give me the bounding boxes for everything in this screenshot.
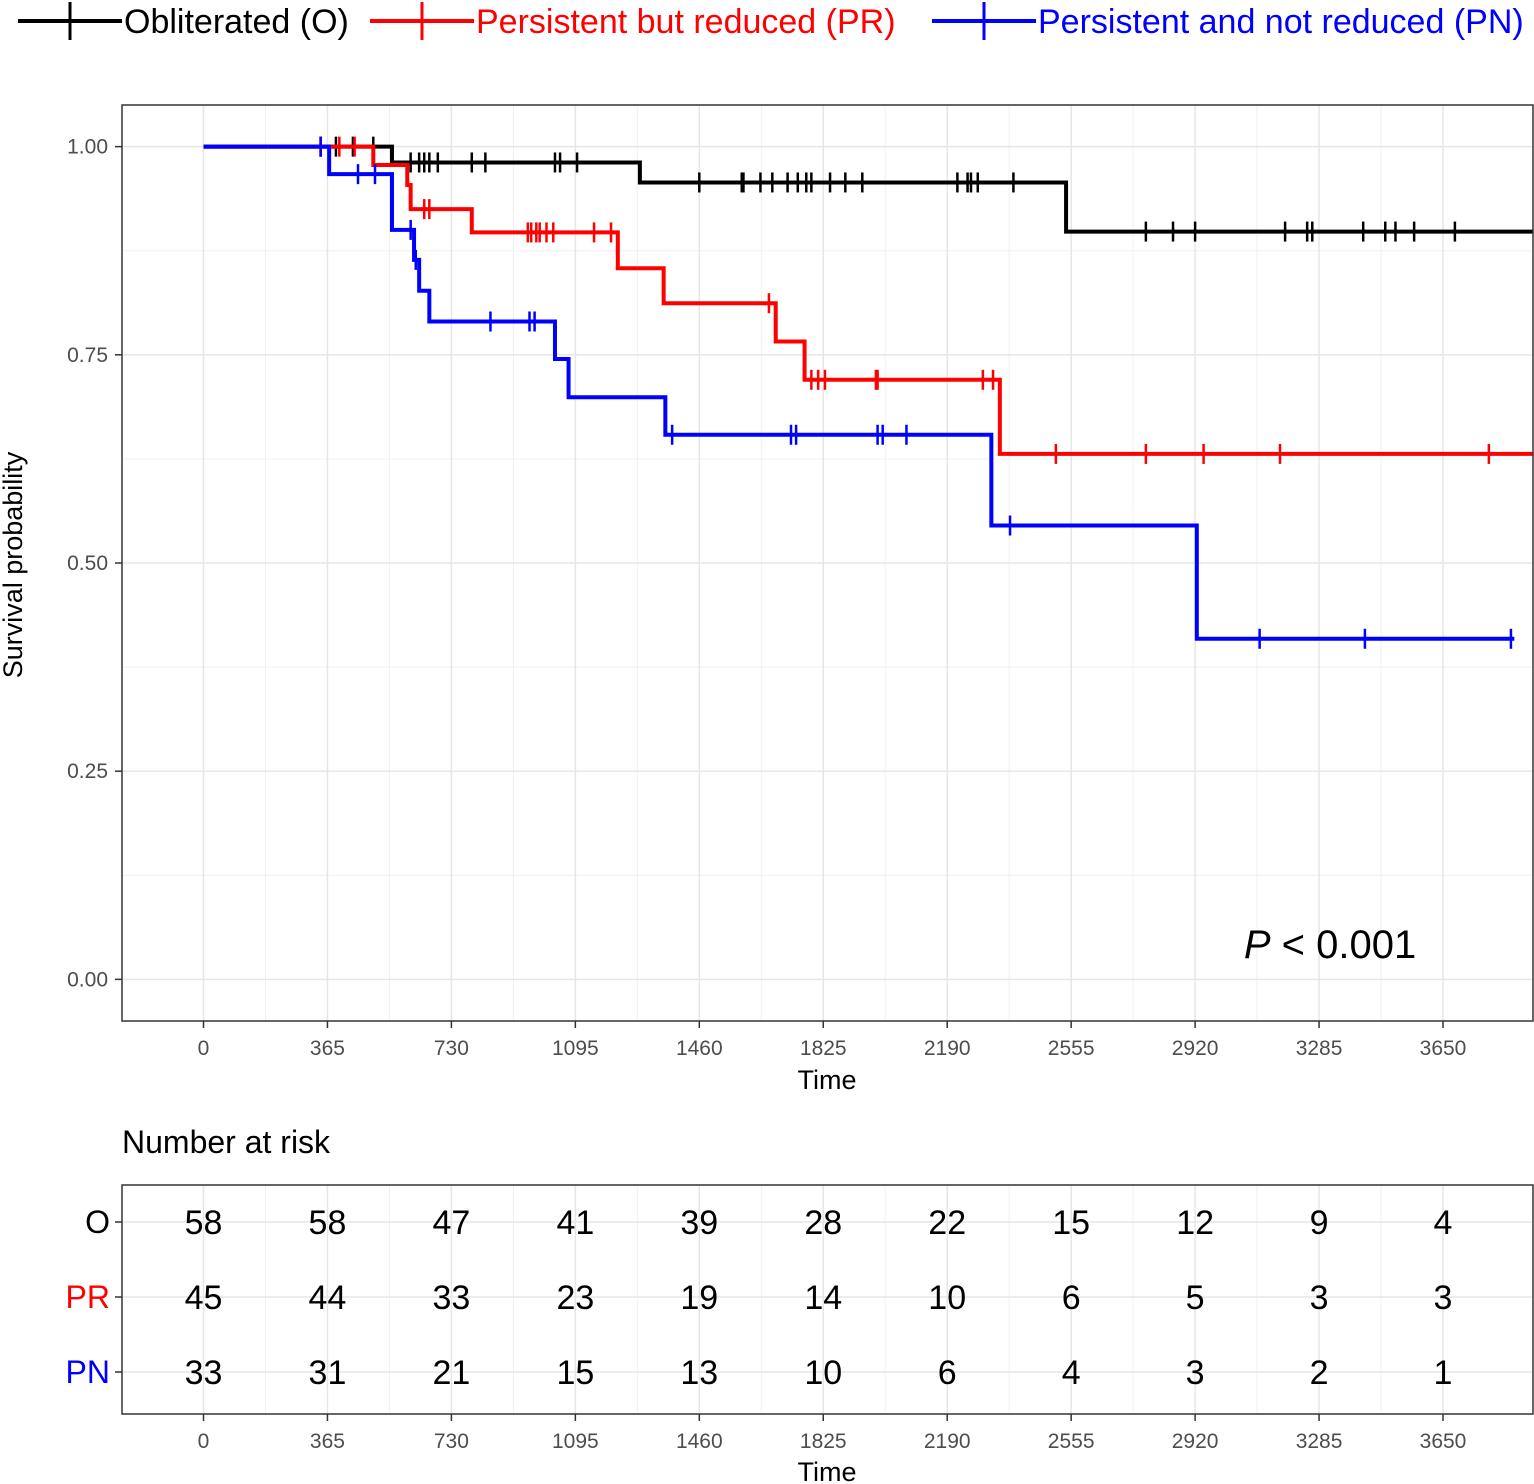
y-tick-label: 0.50: [67, 552, 108, 575]
x-axis-title: Time: [798, 1065, 857, 1095]
legend-item-o: Obliterated (O): [18, 2, 349, 41]
risk-count: 2: [1310, 1354, 1329, 1392]
legend-label: Obliterated (O): [124, 3, 349, 41]
risk-count: 28: [804, 1204, 842, 1242]
risk-count: 31: [309, 1354, 347, 1392]
y-tick-label: 0.75: [67, 344, 108, 367]
risk-row-pr: 45 44 33 23 19 14 10 6 5 3 3: [185, 1279, 1453, 1317]
risk-row-label: PR: [66, 1279, 110, 1315]
risk-count: 1: [1434, 1354, 1453, 1392]
survival-line-pn: [203, 144, 1515, 641]
legend-label: Persistent and not reduced (PN): [1038, 3, 1524, 41]
risk-x-tick-label: 0: [198, 1430, 210, 1453]
risk-count: 10: [804, 1354, 842, 1392]
risk-x-tick-label: 2555: [1048, 1430, 1095, 1453]
p-value-label: P < 0.001: [1244, 923, 1416, 967]
risk-count: 12: [1176, 1204, 1214, 1242]
series-pn: [203, 136, 1515, 649]
risk-values: 58 58 47 41 39 28 22 15 12 9 445 44 33 23 19 14 10 6 5 3 333…: [185, 1204, 1453, 1392]
series-o: [203, 136, 1533, 242]
x-axis: 0 365 730 1095 1460 1825 2190 2555 2920 3285 3650: [198, 1021, 1467, 1060]
risk-count: 39: [680, 1204, 718, 1242]
x-tick-label: 1460: [676, 1037, 723, 1060]
risk-grid-lines: [122, 1185, 1533, 1414]
risk-x-tick-label: 1825: [800, 1430, 847, 1453]
x-tick-label: 3650: [1420, 1037, 1467, 1060]
legend-item-pr: Persistent but reduced (PR): [370, 2, 896, 41]
risk-count: 44: [309, 1279, 347, 1317]
y-tick-label: 1.00: [67, 136, 108, 159]
risk-row-labels: O PR PN: [66, 1204, 122, 1390]
risk-x-tick-label: 1095: [552, 1430, 599, 1453]
risk-count: 3: [1310, 1279, 1329, 1317]
legend: Obliterated (O) Persistent but reduced (P…: [18, 2, 1524, 41]
risk-count: 10: [928, 1279, 966, 1317]
x-tick-label: 1825: [800, 1037, 847, 1060]
risk-count: 19: [680, 1279, 718, 1317]
legend-label: Persistent but reduced (PR): [476, 3, 896, 41]
risk-count: 23: [556, 1279, 594, 1317]
x-tick-label: 2555: [1048, 1037, 1095, 1060]
y-tick-label: 0.00: [67, 968, 108, 991]
risk-count: 33: [185, 1354, 223, 1392]
risk-count: 33: [432, 1279, 470, 1317]
risk-count: 6: [1062, 1279, 1081, 1317]
p-value-text: < 0.001: [1271, 923, 1417, 967]
risk-x-axis: 0 365 730 1095 1460 1825 2190 2555 2920 3285 3650: [198, 1414, 1467, 1453]
x-tick-label: 730: [434, 1037, 469, 1060]
risk-row-pn: 33 31 21 15 13 10 6 4 3 2 1: [185, 1354, 1453, 1392]
survival-curves: [203, 136, 1533, 649]
risk-table-border: [121, 1184, 1534, 1415]
survival-line-o: [203, 144, 1533, 234]
survival-line-pr: [203, 144, 1533, 456]
risk-count: 4: [1434, 1204, 1453, 1242]
risk-x-tick-label: 365: [310, 1430, 345, 1453]
risk-count: 58: [309, 1204, 347, 1242]
risk-x-tick-label: 1460: [676, 1430, 723, 1453]
x-tick-label: 2190: [924, 1037, 971, 1060]
legend-item-pn: Persistent and not reduced (PN): [932, 2, 1524, 41]
risk-x-tick-label: 3650: [1420, 1430, 1467, 1453]
risk-count: 47: [432, 1204, 470, 1242]
risk-table-background: [122, 1185, 1534, 1414]
risk-count: 21: [432, 1354, 470, 1392]
y-tick-label: 0.25: [67, 760, 108, 783]
risk-count: 3: [1434, 1279, 1453, 1317]
risk-x-tick-label: 730: [434, 1430, 469, 1453]
risk-x-axis-title: Time: [798, 1457, 857, 1484]
risk-count: 41: [556, 1204, 594, 1242]
risk-row-o: 58 58 47 41 39 28 22 15 12 9 4: [185, 1204, 1453, 1242]
risk-count: 13: [680, 1354, 718, 1392]
risk-count: 15: [1052, 1204, 1090, 1242]
y-axis: 0.00 0.25 0.50 0.75 1.00: [67, 136, 122, 991]
grid-lines: [122, 105, 1533, 1021]
risk-table-title: Number at risk: [122, 1124, 331, 1160]
risk-x-tick-label: 2190: [924, 1430, 971, 1453]
p-value-italic: P: [1244, 923, 1271, 967]
risk-count: 4: [1062, 1354, 1081, 1392]
risk-count: 22: [928, 1204, 966, 1242]
survival-plot-panel: 0 365 730 1095 1460 1825 2190 2555 2920 3285 3650 …: [0, 104, 1534, 1095]
risk-row-label: O: [85, 1204, 110, 1240]
risk-count: 14: [804, 1279, 842, 1317]
risk-row-label: PN: [66, 1354, 110, 1390]
x-tick-label: 365: [310, 1037, 345, 1060]
risk-count: 5: [1186, 1279, 1205, 1317]
risk-count: 58: [185, 1204, 223, 1242]
y-axis-title: Survival probability: [0, 451, 28, 678]
risk-table: Number at risk 58 58 47 41 39 28 22 15 12 9 445 44 3…: [66, 1124, 1534, 1484]
risk-count: 15: [556, 1354, 594, 1392]
x-tick-label: 0: [198, 1037, 210, 1060]
risk-x-tick-label: 2920: [1172, 1430, 1219, 1453]
risk-count: 3: [1186, 1354, 1205, 1392]
risk-count: 9: [1310, 1204, 1329, 1242]
risk-count: 45: [185, 1279, 223, 1317]
risk-count: 6: [938, 1354, 957, 1392]
x-tick-label: 1095: [552, 1037, 599, 1060]
x-tick-label: 3285: [1296, 1037, 1343, 1060]
risk-x-tick-label: 3285: [1296, 1430, 1343, 1453]
x-tick-label: 2920: [1172, 1037, 1219, 1060]
